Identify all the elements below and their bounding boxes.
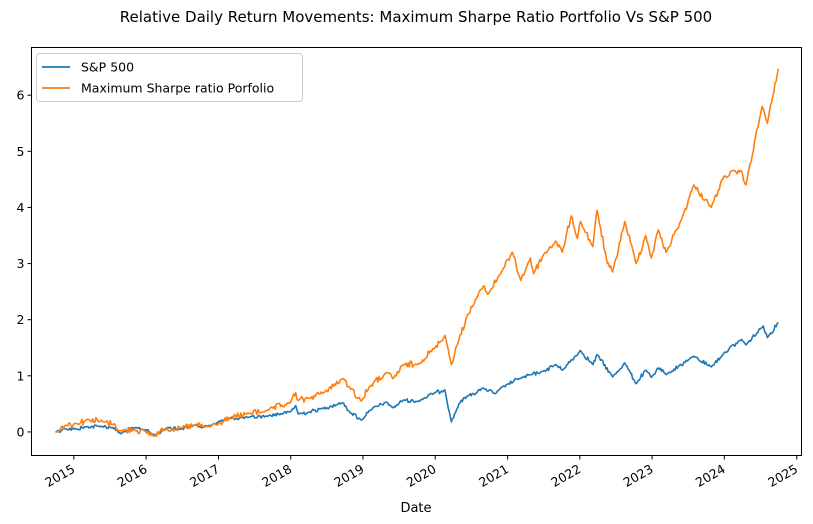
x-axis-label: Date <box>400 501 431 516</box>
x-axis: 2015 2016 2017 2018 2019 2020 2021 2022 2023 2024… <box>42 455 800 490</box>
x-tick-label: 2022 <box>548 461 583 490</box>
y-tick-label: 6 <box>17 88 25 103</box>
x-tick-label: 2024 <box>693 461 728 490</box>
y-tick-label: 5 <box>17 144 25 159</box>
chart-title: Relative Daily Return Movements: Maximum… <box>120 8 712 26</box>
x-tick-label: 2015 <box>42 461 77 490</box>
y-tick-label: 1 <box>17 368 25 383</box>
legend: S&P 500 Maximum Sharpe ratio Porfolio <box>36 53 303 102</box>
y-axis: 0 1 2 3 4 5 6 <box>17 88 32 439</box>
legend-label: S&P 500 <box>81 60 134 75</box>
x-tick-label: 2018 <box>259 461 294 490</box>
x-tick-label: 2020 <box>404 461 439 490</box>
legend-box <box>36 53 303 102</box>
x-tick-label: 2025 <box>765 461 800 490</box>
plot-frame <box>31 47 802 456</box>
y-tick-label: 4 <box>17 200 25 215</box>
x-tick-label: 2016 <box>115 461 150 490</box>
x-tick-label: 2017 <box>187 461 222 490</box>
x-tick-label: 2021 <box>476 461 511 490</box>
x-tick-label: 2019 <box>331 461 366 490</box>
plot-area <box>31 47 802 456</box>
series-line-max-sharpe <box>55 68 780 438</box>
series-layer <box>55 68 780 438</box>
legend-label: Maximum Sharpe ratio Porfolio <box>81 81 274 96</box>
y-tick-label: 3 <box>17 256 25 271</box>
x-tick-label: 2023 <box>621 461 656 490</box>
y-tick-label: 2 <box>17 312 25 327</box>
y-tick-label: 0 <box>17 424 25 439</box>
